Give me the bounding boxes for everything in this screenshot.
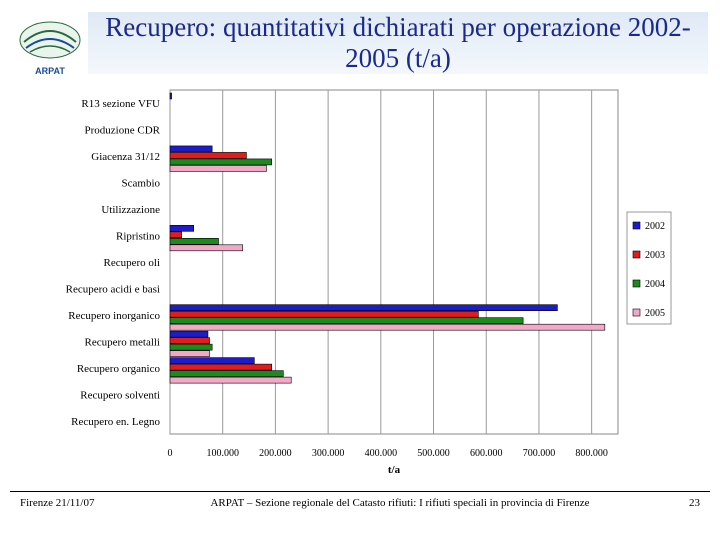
bar-2005 <box>169 244 244 252</box>
bar-2003 <box>169 231 182 239</box>
x-tick-label: 0 <box>168 448 173 459</box>
legend-swatch <box>632 250 641 259</box>
legend-swatch <box>632 279 641 288</box>
bar-2004 <box>169 370 284 377</box>
category-label: Scambio <box>122 178 161 190</box>
logo-text: ARPAT <box>35 66 65 76</box>
slide-title: Recupero: quantitativi dichiarati per op… <box>105 12 691 73</box>
bar-2005 <box>169 376 292 384</box>
footer-date: Firenze 21/11/07 <box>20 497 95 509</box>
bar-2003 <box>169 152 247 159</box>
bar-2004 <box>169 158 273 166</box>
footer-divider <box>10 491 710 492</box>
category-label: Produzione CDR <box>85 125 161 137</box>
bar-2002 <box>169 357 255 364</box>
x-tick-label: 200.000 <box>259 448 292 459</box>
category-label: Giacenza 31/12 <box>91 151 160 163</box>
x-tick-label: 300.000 <box>312 448 345 459</box>
category-label: Recupero solventi <box>80 389 160 401</box>
bar-2004 <box>169 238 219 245</box>
x-tick-label: 600.000 <box>470 448 503 459</box>
x-tick-labels: 0 100.000 200.000 300.000 400.000 500.000 600.… <box>168 448 608 459</box>
arpat-logo: ARPAT <box>19 21 81 76</box>
bar-2005 <box>169 350 210 357</box>
bar-2004 <box>169 317 524 324</box>
bar-2005 <box>169 165 267 172</box>
legend: 2002 2003 2004 2005 <box>632 221 665 319</box>
category-label: Recupero acidi e basi <box>66 283 160 295</box>
x-tick-label: 500.000 <box>417 448 450 459</box>
legend-label: 2002 <box>645 221 665 232</box>
bar-2004 <box>169 343 213 351</box>
legend-label: 2003 <box>645 250 665 261</box>
legend-label: 2005 <box>645 308 665 319</box>
category-label: Recupero en. Legno <box>71 416 160 428</box>
bar-chart: R13 sezione VFU Produzione CDR Giacenza 31… <box>66 89 672 476</box>
category-label: Recupero metalli <box>85 336 160 348</box>
x-tick-label: 400.000 <box>365 448 398 459</box>
category-labels: R13 sezione VFU Produzione CDR Giacenza 31… <box>66 98 161 428</box>
legend-box <box>626 211 672 325</box>
bar-2003 <box>169 363 273 371</box>
footer-caption: ARPAT – Sezione regionale del Catasto ri… <box>210 497 590 509</box>
legend-label: 2004 <box>645 279 665 290</box>
bar-2003 <box>169 337 210 344</box>
bar-2002 <box>169 330 209 338</box>
x-axis-label: t/a <box>388 464 401 476</box>
category-label: Recupero organico <box>77 363 161 375</box>
bars <box>169 92 606 384</box>
page-number: 23 <box>689 497 700 509</box>
bar-2002 <box>169 145 213 153</box>
title-band <box>88 12 708 74</box>
bar-2003 <box>169 310 479 318</box>
x-tick-label: 800.000 <box>575 448 608 459</box>
bar-2002 <box>169 304 558 311</box>
legend-swatch <box>632 221 641 230</box>
x-tick-label: 700.000 <box>523 448 556 459</box>
x-tick-label: 100.000 <box>206 448 239 459</box>
bar-2005 <box>169 323 606 331</box>
legend-swatch <box>632 308 641 317</box>
category-label: Recupero inorganico <box>68 310 160 322</box>
category-label: Ripristino <box>116 231 161 243</box>
category-label: Recupero oli <box>103 257 160 269</box>
category-label: Utilizzazione <box>101 204 160 216</box>
bar-2002 <box>169 92 172 100</box>
category-label: R13 sezione VFU <box>81 98 160 110</box>
bar-2002 <box>169 225 195 232</box>
